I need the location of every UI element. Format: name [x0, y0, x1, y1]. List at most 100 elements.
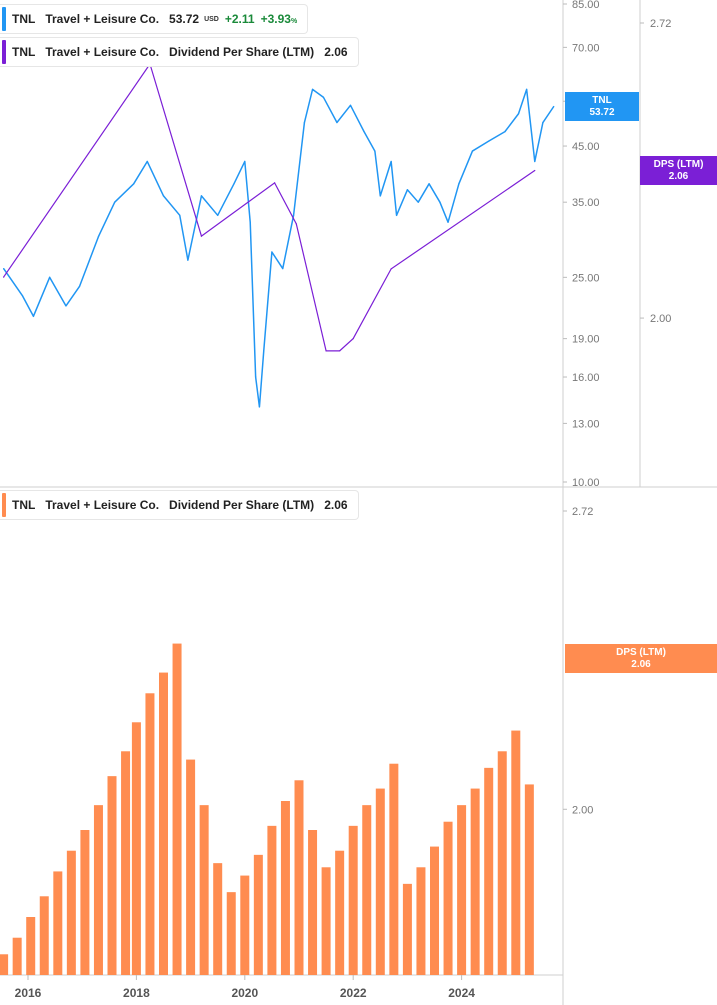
- legend-dps-bottom-swatch: [2, 493, 6, 517]
- price-point: [263, 350, 265, 352]
- dps-bar: [375, 788, 385, 975]
- dps-line: [3, 62, 536, 352]
- price-point: [244, 160, 246, 163]
- price-point: [526, 88, 528, 90]
- price-flag-ticker: TNL: [592, 94, 612, 106]
- dps-bar: [267, 825, 277, 975]
- dps-bar: [107, 776, 117, 975]
- price-point: [258, 406, 261, 408]
- price-point: [162, 195, 165, 197]
- dps-point: [390, 268, 392, 270]
- legend-price-change: +2.11: [224, 12, 255, 26]
- price-point: [78, 285, 81, 288]
- price-axis-tick-label: 70.00: [572, 42, 600, 54]
- price-point: [504, 131, 506, 133]
- legend-dps-top-ticker: TNL: [12, 45, 36, 59]
- legend-dps-top-swatch: [2, 40, 6, 64]
- dps-bar: [66, 850, 76, 975]
- price-point: [471, 150, 474, 152]
- dps-bar: [335, 850, 345, 975]
- legend-dps-bottom-metric: Dividend Per Share (LTM): [169, 498, 315, 512]
- dps-bar: [484, 767, 494, 975]
- dps-top-flag: DPS (LTM) 2.06: [640, 156, 717, 185]
- dps-axis-tick-label: 2.72: [650, 18, 671, 30]
- dps-bar: [93, 805, 103, 975]
- price-point: [322, 96, 324, 98]
- price-point: [417, 201, 419, 203]
- dps-bar: [12, 937, 22, 975]
- dps-bar: [294, 780, 304, 975]
- dps-bar: [131, 722, 141, 975]
- legend-dps-bottom-ticker: TNL: [12, 498, 36, 512]
- price-axis-tick-label: 13.00: [572, 418, 600, 430]
- price-point: [428, 183, 430, 185]
- dps-point: [325, 350, 327, 352]
- dps-point: [3, 276, 5, 278]
- price-axis-tick-label: 85.00: [572, 0, 600, 11]
- price-axis-tick-label: 35.00: [572, 197, 600, 209]
- price-point: [395, 214, 398, 216]
- legend-price-company: Travel + Leisure Co.: [45, 12, 160, 26]
- dps-bar: [80, 830, 90, 975]
- dps-bottom-flag-label: DPS (LTM): [616, 646, 666, 658]
- dps-bar: [145, 693, 155, 975]
- dps-bar: [172, 643, 182, 975]
- dps-top-flag-value: 2.06: [668, 170, 689, 182]
- dps-bar: [213, 863, 223, 975]
- legend-price-value: 53.72: [169, 12, 200, 26]
- dps-bar: [199, 805, 209, 975]
- dps-bar: [308, 830, 318, 975]
- x-axis-tick-label: 2016: [15, 986, 42, 1000]
- x-axis-tick-label: 2024: [448, 986, 475, 1000]
- dps-top-flag-label: DPS (LTM): [653, 158, 704, 170]
- legend-price[interactable]: TNL Travel + Leisure Co. 53.72 USD +2.11…: [0, 4, 309, 34]
- dps-point: [352, 337, 354, 340]
- price-axis-tick-label: 16.00: [572, 372, 600, 384]
- legend-dps-top[interactable]: TNL Travel + Leisure Co. Dividend Per Sh…: [0, 37, 359, 67]
- dps-bar: [402, 883, 412, 975]
- dps-point: [295, 223, 297, 225]
- price-point: [187, 259, 189, 261]
- legend-price-ticker: TNL: [12, 12, 36, 26]
- dps-bar: [416, 867, 426, 975]
- dps-point: [274, 182, 276, 184]
- dps-axis-tick-label: 2.00: [650, 313, 671, 325]
- price-point: [3, 267, 5, 270]
- legend-dps-top-metric: Dividend Per Share (LTM): [169, 45, 315, 59]
- price-point: [133, 183, 135, 185]
- price-point: [406, 189, 408, 191]
- price-point: [200, 195, 203, 197]
- price-point: [363, 131, 365, 133]
- dps-bar: [470, 788, 480, 975]
- price-axis-tick-label: 45.00: [572, 141, 600, 153]
- legend-price-currency: USD: [204, 15, 219, 23]
- x-axis-tick-label: 2022: [340, 986, 367, 1000]
- price-point: [146, 160, 148, 163]
- dps-bar: [321, 867, 331, 975]
- dps-bar: [389, 763, 399, 975]
- price-point: [249, 221, 251, 223]
- bar-axis-tick-label: 2.00: [572, 804, 593, 816]
- dps-bar: [253, 854, 263, 975]
- dps-bar: [457, 805, 467, 975]
- price-point: [217, 214, 219, 216]
- price-flag: TNL 53.72: [565, 92, 639, 121]
- bar-axis-tick-label: 2.72: [572, 506, 593, 518]
- price-point: [542, 121, 544, 124]
- price-point: [255, 376, 257, 378]
- dps-bar: [240, 875, 250, 975]
- legend-dps-bottom[interactable]: TNL Travel + Leisure Co. Dividend Per Sh…: [0, 490, 359, 520]
- dps-bar: [26, 917, 36, 975]
- price-point: [292, 214, 295, 216]
- price-point: [179, 214, 181, 216]
- price-point: [439, 201, 441, 203]
- price-point: [517, 113, 520, 115]
- price-point: [233, 183, 235, 185]
- price-axis-tick-label: 10.00: [572, 477, 600, 489]
- price-point: [379, 195, 381, 197]
- price-point: [65, 305, 67, 307]
- dps-bar: [430, 846, 439, 975]
- dps-bar: [280, 801, 290, 975]
- legend-price-change-pct: +3.93%: [260, 12, 298, 26]
- dps-bar: [362, 805, 372, 975]
